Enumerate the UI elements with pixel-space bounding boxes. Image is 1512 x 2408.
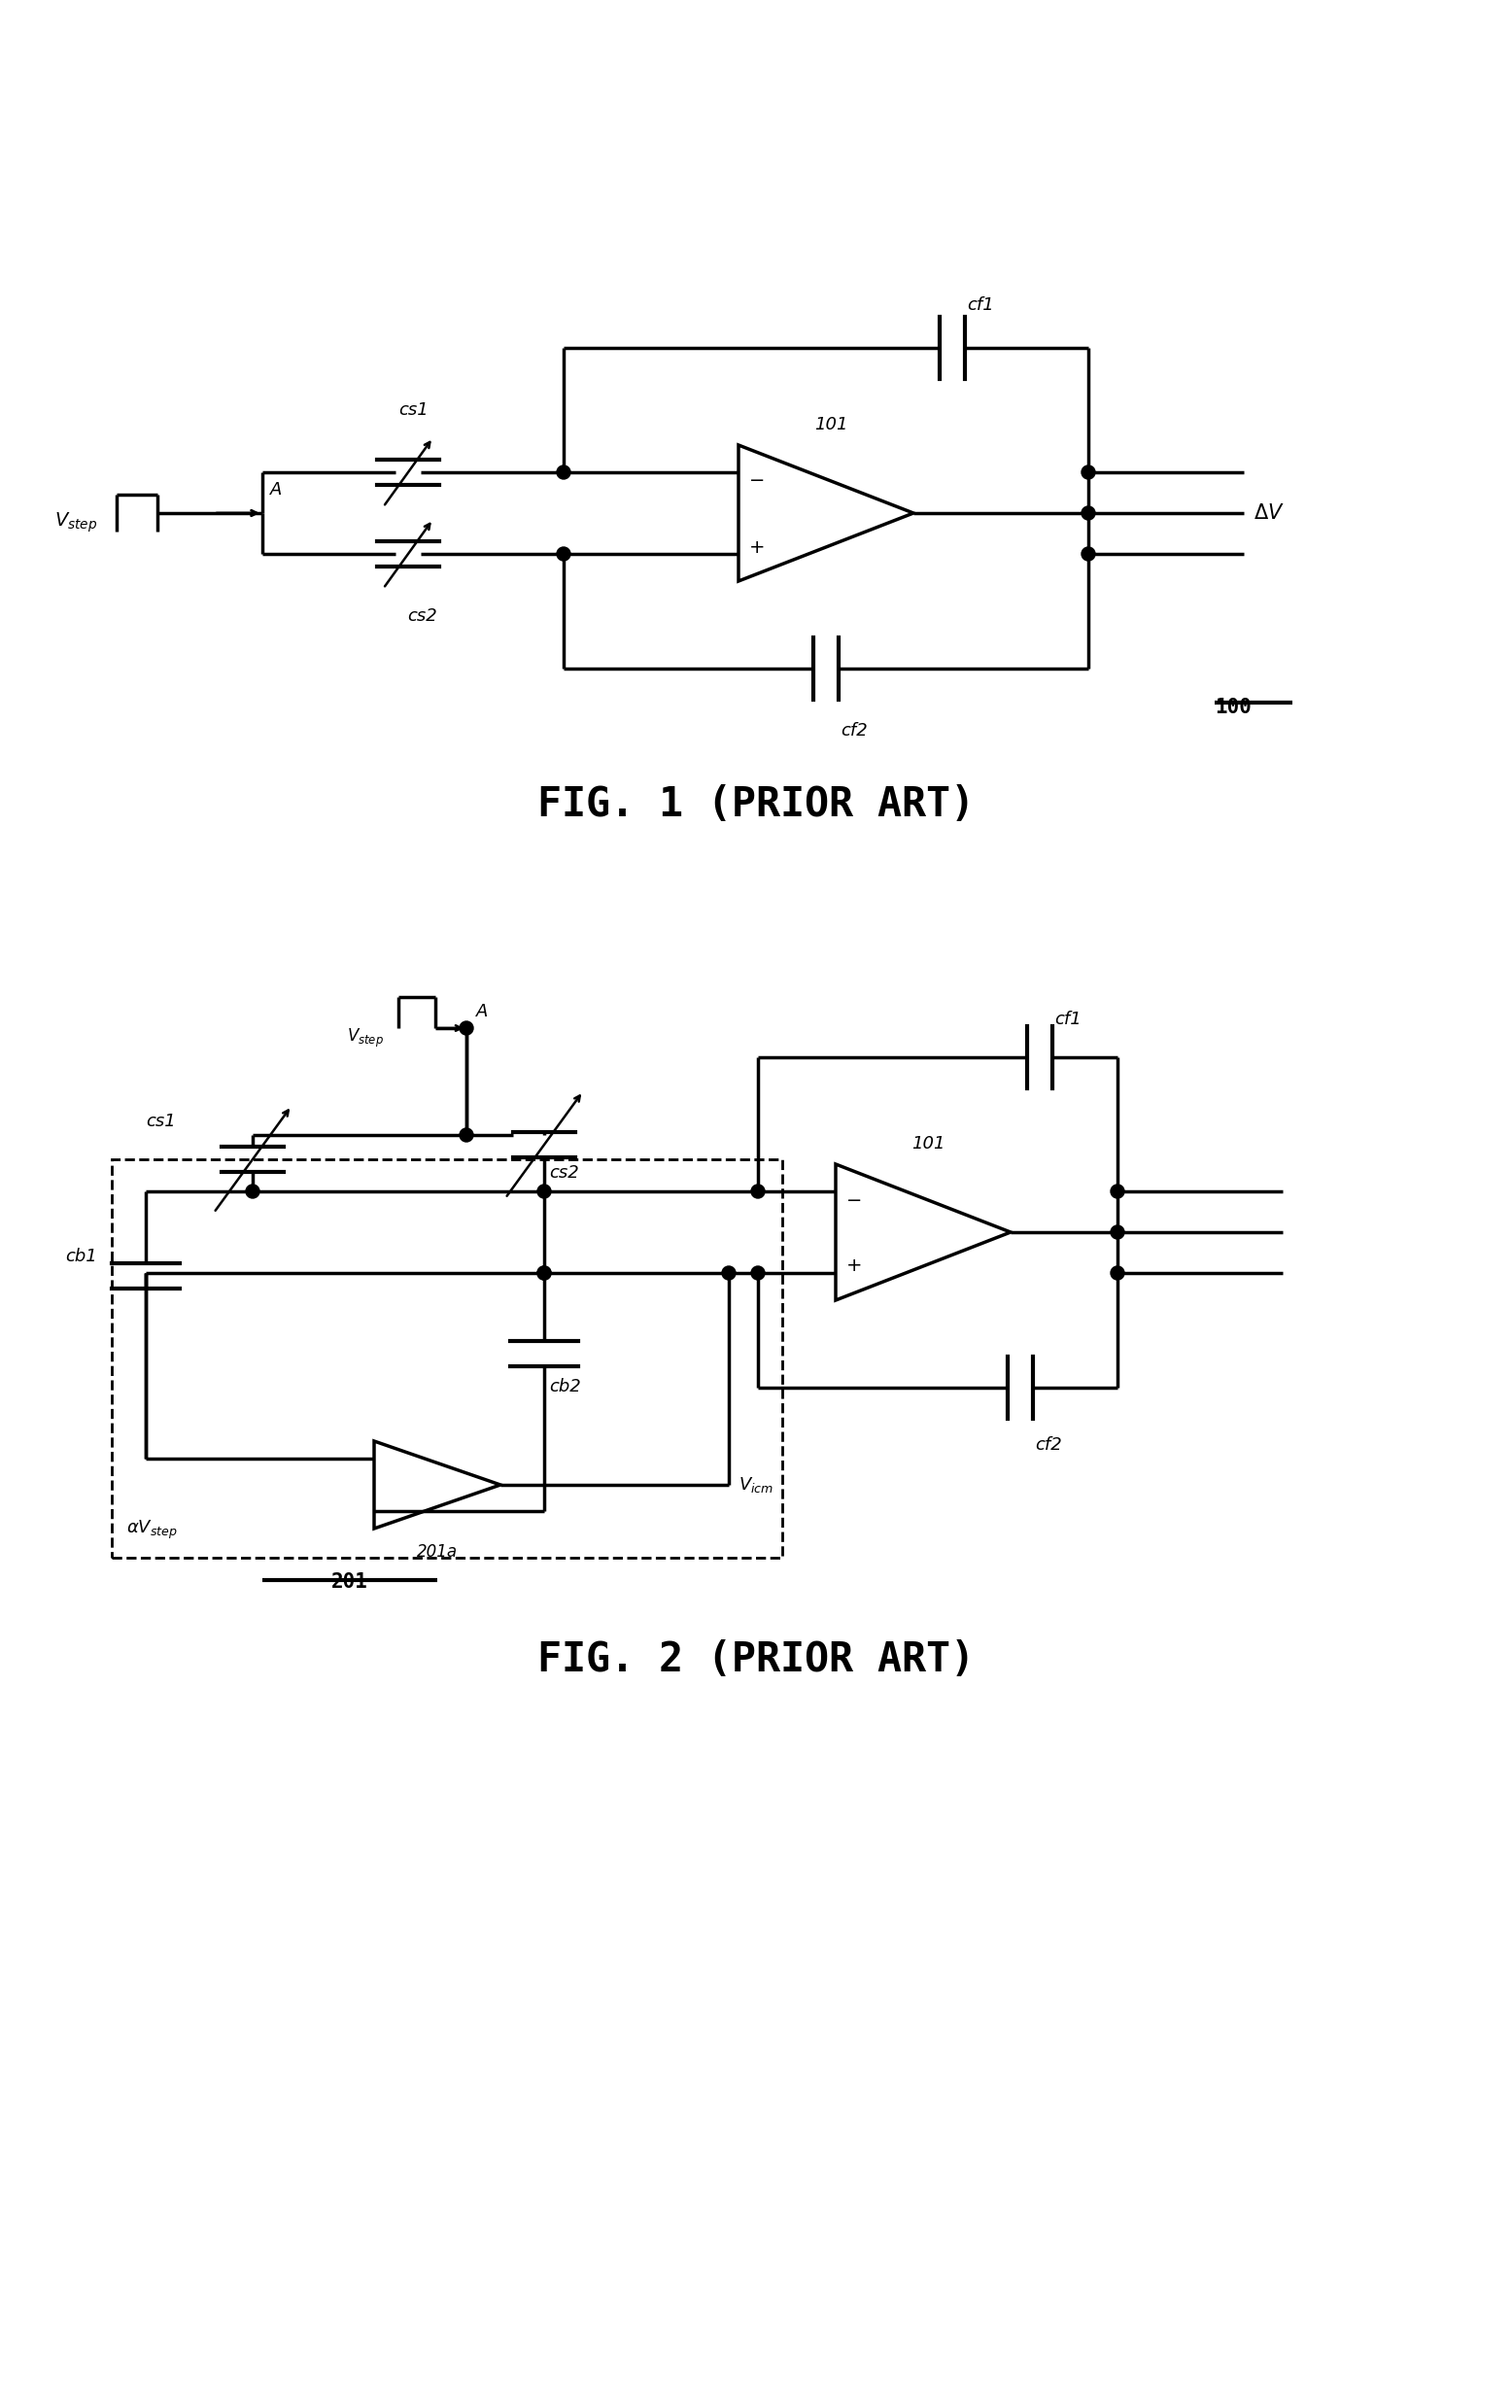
Text: $+$: $+$ xyxy=(845,1257,862,1276)
Text: A: A xyxy=(271,482,283,498)
Circle shape xyxy=(1081,506,1095,520)
Text: cs1: cs1 xyxy=(145,1112,175,1129)
Circle shape xyxy=(556,465,570,479)
Text: cf1: cf1 xyxy=(966,296,993,313)
Text: 101: 101 xyxy=(813,417,848,433)
Circle shape xyxy=(1081,547,1095,561)
Text: $\alpha V_{step}$: $\alpha V_{step}$ xyxy=(127,1519,178,1541)
Text: $V_{icm}$: $V_{icm}$ xyxy=(738,1476,774,1495)
Text: cs2: cs2 xyxy=(407,607,437,624)
Circle shape xyxy=(1111,1185,1125,1199)
Circle shape xyxy=(460,1129,473,1141)
Text: cb2: cb2 xyxy=(549,1377,581,1394)
Text: FIG. 2 (PRIOR ART): FIG. 2 (PRIOR ART) xyxy=(537,1640,975,1681)
Text: A: A xyxy=(476,1002,488,1021)
Text: 201a: 201a xyxy=(417,1544,458,1560)
Text: cs2: cs2 xyxy=(549,1163,579,1182)
Circle shape xyxy=(723,1267,736,1279)
Text: $+$: $+$ xyxy=(748,537,764,556)
Circle shape xyxy=(246,1185,260,1199)
Text: cs1: cs1 xyxy=(398,402,428,419)
Text: $V_{step}$: $V_{step}$ xyxy=(54,510,97,535)
Circle shape xyxy=(460,1021,473,1035)
Text: cf2: cf2 xyxy=(841,722,868,739)
Text: cf1: cf1 xyxy=(1054,1011,1081,1028)
Text: 201: 201 xyxy=(331,1572,369,1592)
Circle shape xyxy=(556,547,570,561)
Bar xyxy=(112,1158,782,1558)
Circle shape xyxy=(537,1267,550,1279)
Text: $\Delta V$: $\Delta V$ xyxy=(1253,503,1284,523)
Text: $V_{step}$: $V_{step}$ xyxy=(346,1026,384,1050)
Text: 100: 100 xyxy=(1214,698,1252,718)
Circle shape xyxy=(751,1267,765,1279)
Circle shape xyxy=(1081,465,1095,479)
Text: cb1: cb1 xyxy=(65,1247,97,1264)
Circle shape xyxy=(1111,1226,1125,1240)
Text: 101: 101 xyxy=(912,1134,945,1153)
Text: $-$: $-$ xyxy=(748,470,764,489)
Text: FIG. 1 (PRIOR ART): FIG. 1 (PRIOR ART) xyxy=(537,785,975,826)
Circle shape xyxy=(537,1185,550,1199)
Circle shape xyxy=(537,1267,550,1279)
Circle shape xyxy=(751,1185,765,1199)
Text: $-$: $-$ xyxy=(845,1190,862,1206)
Text: cf2: cf2 xyxy=(1034,1435,1061,1454)
Circle shape xyxy=(1111,1267,1125,1279)
